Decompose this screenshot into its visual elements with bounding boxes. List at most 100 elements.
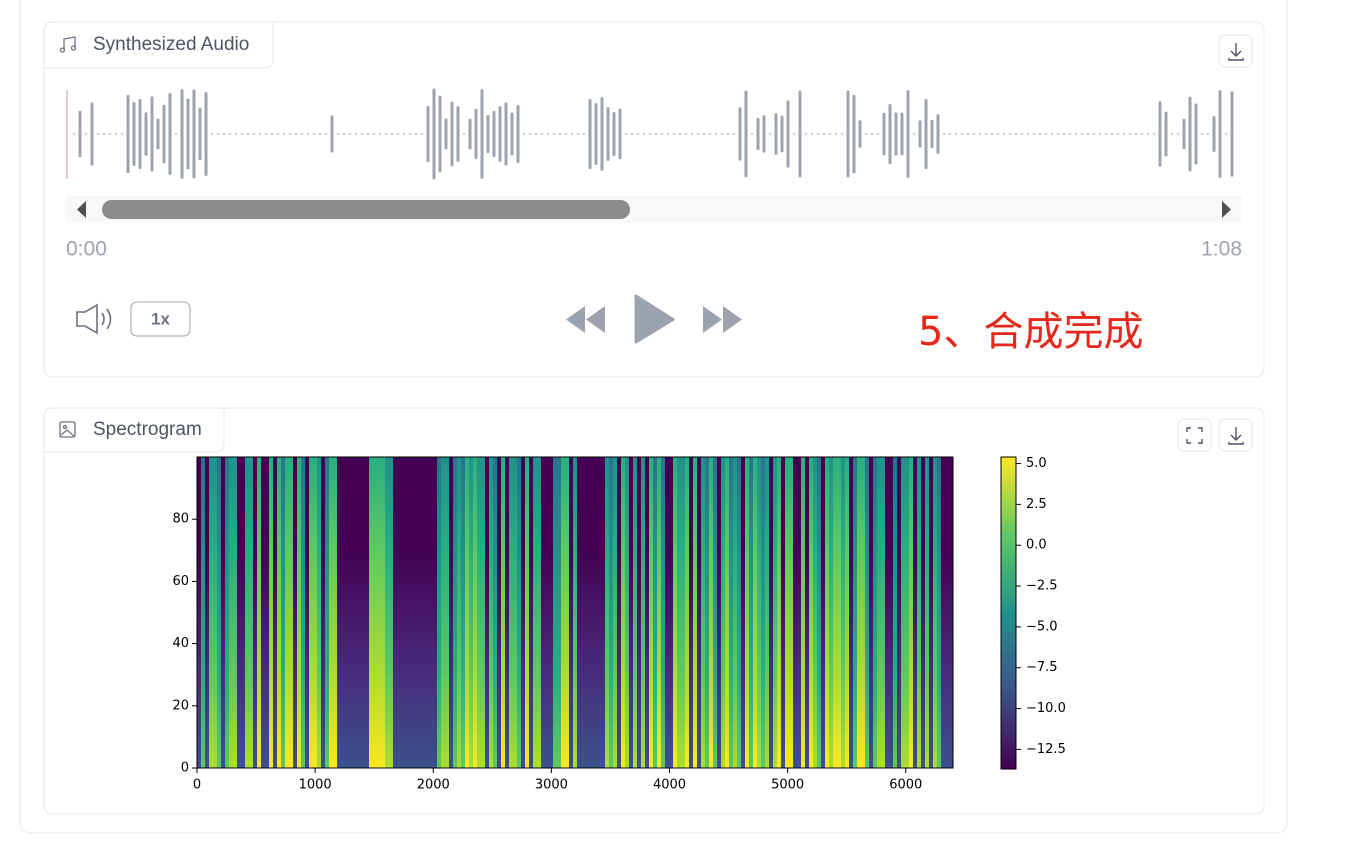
download-button[interactable] <box>1218 34 1253 68</box>
wave-dot <box>294 132 298 136</box>
wave-dot <box>630 132 634 136</box>
wave-dot <box>240 132 244 136</box>
wave-dot <box>648 132 652 136</box>
spectrogram-column <box>613 457 618 768</box>
wave-dot <box>264 132 268 136</box>
spectrogram-column <box>237 457 242 768</box>
spectrogram-label-tab <box>43 407 225 453</box>
spectrogram-column <box>569 457 574 768</box>
wave-dot <box>84 132 88 136</box>
wave-dot <box>72 132 76 136</box>
waveform[interactable] <box>72 88 1234 180</box>
wave-dot <box>564 132 568 136</box>
wave-dot <box>582 132 586 136</box>
wave-dot <box>840 132 844 136</box>
spectrogram-column <box>813 457 818 768</box>
spectrogram-column <box>201 457 206 768</box>
spectrogram-column <box>409 457 414 768</box>
wave-dot <box>966 132 970 136</box>
spectrogram-column <box>881 457 886 768</box>
wave-dot <box>384 132 388 136</box>
spectrogram-column <box>573 457 578 768</box>
spectrogram-column <box>373 457 378 768</box>
wave-dot <box>702 132 706 136</box>
spectrogram-column <box>349 457 354 768</box>
wave-dot <box>660 132 664 136</box>
audio-label-tab <box>43 21 274 69</box>
wave-dot <box>732 132 736 136</box>
spectrogram-column <box>449 457 454 768</box>
download-button[interactable] <box>1218 418 1253 452</box>
colorbar-tick-label: 5.0 <box>1026 456 1047 471</box>
spectrogram-column <box>649 457 654 768</box>
volume-button[interactable] <box>76 303 112 335</box>
spectrogram-column <box>385 457 390 768</box>
y-tick-label: 20 <box>172 698 189 713</box>
colorbar-tick-label: −10.0 <box>1026 701 1066 716</box>
y-tick-label: 0 <box>181 761 189 776</box>
spectrogram-column <box>857 457 862 768</box>
wave-dot <box>258 132 262 136</box>
wave-dot <box>876 132 880 136</box>
forward-button[interactable] <box>703 306 742 333</box>
spectrogram-column <box>777 457 782 768</box>
spectrogram-column <box>325 457 330 768</box>
wave-dot <box>318 132 322 136</box>
spectrogram-column <box>565 457 570 768</box>
wave-dot <box>246 132 250 136</box>
spectrogram-column <box>745 457 750 768</box>
image-icon <box>59 421 76 438</box>
colorbar-tick-label: 2.5 <box>1026 497 1047 512</box>
spectrogram-column <box>537 457 542 768</box>
wave-dot <box>354 132 358 136</box>
scroll-left[interactable] <box>77 201 86 218</box>
colorbar-tick-label: −12.5 <box>1026 742 1066 757</box>
spectrogram-column <box>925 457 930 768</box>
spectrogram-column <box>629 457 634 768</box>
spectrogram-column <box>913 457 918 768</box>
wave-dot <box>366 132 370 136</box>
rewind-button[interactable] <box>566 306 605 333</box>
spectrogram-column <box>937 457 942 768</box>
spectrogram-column <box>837 457 842 768</box>
spectrogram-column <box>757 457 762 768</box>
wave-dot <box>1110 132 1114 136</box>
play-button[interactable] <box>634 294 675 344</box>
spectrogram-column <box>341 457 346 768</box>
fullscreen-button[interactable] <box>1177 418 1212 452</box>
wave-dot <box>552 132 556 136</box>
x-tick-label: 4000 <box>653 778 686 793</box>
spectrogram-column <box>705 457 710 768</box>
spectrogram-column <box>825 457 830 768</box>
wave-dot <box>912 132 916 136</box>
spectrogram-column <box>861 457 866 768</box>
x-tick-label: 3000 <box>535 778 568 793</box>
spectrogram-column <box>893 457 898 768</box>
colorbar-tick-label: −5.0 <box>1026 619 1058 634</box>
spectrogram-column <box>389 457 394 768</box>
spectrogram-column <box>821 457 826 768</box>
wave-dot <box>978 132 982 136</box>
wave-dot <box>570 132 574 136</box>
spectrogram-column <box>753 457 758 768</box>
spectrogram-column <box>645 457 650 768</box>
wave-dot <box>1206 132 1210 136</box>
y-tick-label: 60 <box>172 574 189 589</box>
spectrogram-column <box>585 457 590 768</box>
scroll-right[interactable] <box>1222 201 1231 218</box>
spectrogram-column <box>553 457 558 768</box>
wave-dot <box>420 132 424 136</box>
wave-dot <box>1068 132 1072 136</box>
wave-dot <box>270 132 274 136</box>
spectrogram-column <box>889 457 894 768</box>
spectrogram-column <box>909 457 914 768</box>
scroll-thumb[interactable] <box>102 200 630 219</box>
wave-dot <box>750 132 754 136</box>
spectrogram-column <box>681 457 686 768</box>
speed-button[interactable]: 1x <box>130 301 191 337</box>
wave-dot <box>390 132 394 136</box>
wave-dot <box>210 132 214 136</box>
wave-dot <box>534 132 538 136</box>
spectrogram-column <box>621 457 626 768</box>
spectrogram-column <box>773 457 778 768</box>
